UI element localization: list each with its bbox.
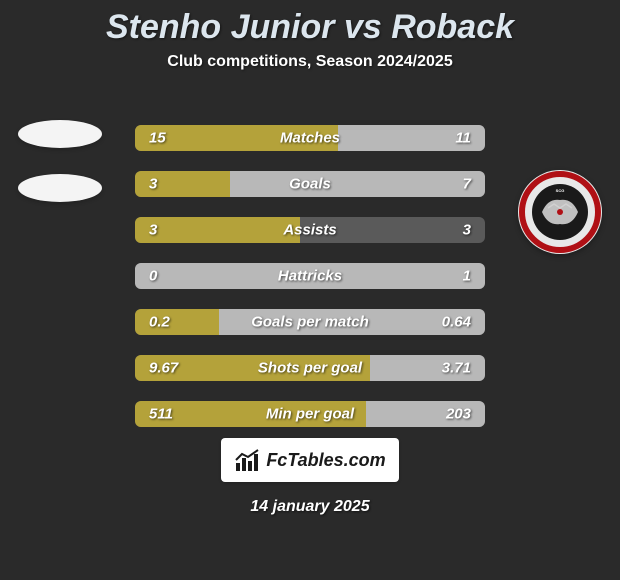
stat-label: Goals bbox=[289, 176, 331, 193]
ellipse-placeholder bbox=[18, 174, 102, 202]
right-value: 203 bbox=[446, 406, 471, 423]
stat-label: Min per goal bbox=[266, 406, 354, 423]
stat-label: Hattricks bbox=[278, 268, 342, 285]
right-value: 7 bbox=[463, 176, 471, 193]
stat-label: Assists bbox=[283, 222, 336, 239]
logo-text: FcTables.com bbox=[266, 450, 385, 471]
fctables-logo: FcTables.com bbox=[221, 438, 399, 482]
ellipse-placeholder bbox=[18, 120, 102, 148]
stat-label: Shots per goal bbox=[258, 360, 362, 377]
left-value: 0.2 bbox=[149, 314, 170, 331]
subtitle: Club competitions, Season 2024/2025 bbox=[0, 53, 620, 71]
chart-icon bbox=[234, 447, 260, 473]
bar-left bbox=[135, 309, 219, 335]
stat-row: 0.2 0.64 Goals per match bbox=[135, 309, 485, 335]
stat-row: 3 7 Goals bbox=[135, 171, 485, 197]
bar-right bbox=[230, 171, 486, 197]
stat-row: 9.67 3.71 Shots per goal bbox=[135, 355, 485, 381]
comparison-infographic: Stenho Junior vs Roback Club competition… bbox=[0, 0, 620, 580]
stat-row: 511 203 Min per goal bbox=[135, 401, 485, 427]
right-value: 11 bbox=[455, 130, 471, 147]
club-crest: SCG bbox=[518, 170, 602, 254]
page-title: Stenho Junior vs Roback bbox=[0, 0, 620, 47]
svg-text:SCG: SCG bbox=[556, 188, 565, 193]
left-value: 0 bbox=[149, 268, 157, 285]
left-value: 3 bbox=[149, 222, 157, 239]
right-player-badges: SCG bbox=[518, 170, 602, 254]
stats-chart: 15 11 Matches 3 7 Goals 3 3 Assists 0 1 Hattricks 0.… bbox=[135, 125, 485, 447]
left-value: 3 bbox=[149, 176, 157, 193]
stat-row: 0 1 Hattricks bbox=[135, 263, 485, 289]
stat-row: 3 3 Assists bbox=[135, 217, 485, 243]
stat-label: Goals per match bbox=[251, 314, 369, 331]
right-value: 3 bbox=[463, 222, 471, 239]
right-value: 3.71 bbox=[442, 360, 471, 377]
date-text: 14 january 2025 bbox=[250, 498, 369, 516]
left-value: 511 bbox=[149, 406, 173, 423]
bar-left bbox=[135, 217, 300, 243]
left-value: 9.67 bbox=[149, 360, 178, 377]
stat-row: 15 11 Matches bbox=[135, 125, 485, 151]
left-player-badges bbox=[18, 120, 102, 228]
left-value: 15 bbox=[149, 130, 166, 147]
right-value: 0.64 bbox=[442, 314, 471, 331]
stat-label: Matches bbox=[280, 130, 340, 147]
right-value: 1 bbox=[463, 268, 471, 285]
